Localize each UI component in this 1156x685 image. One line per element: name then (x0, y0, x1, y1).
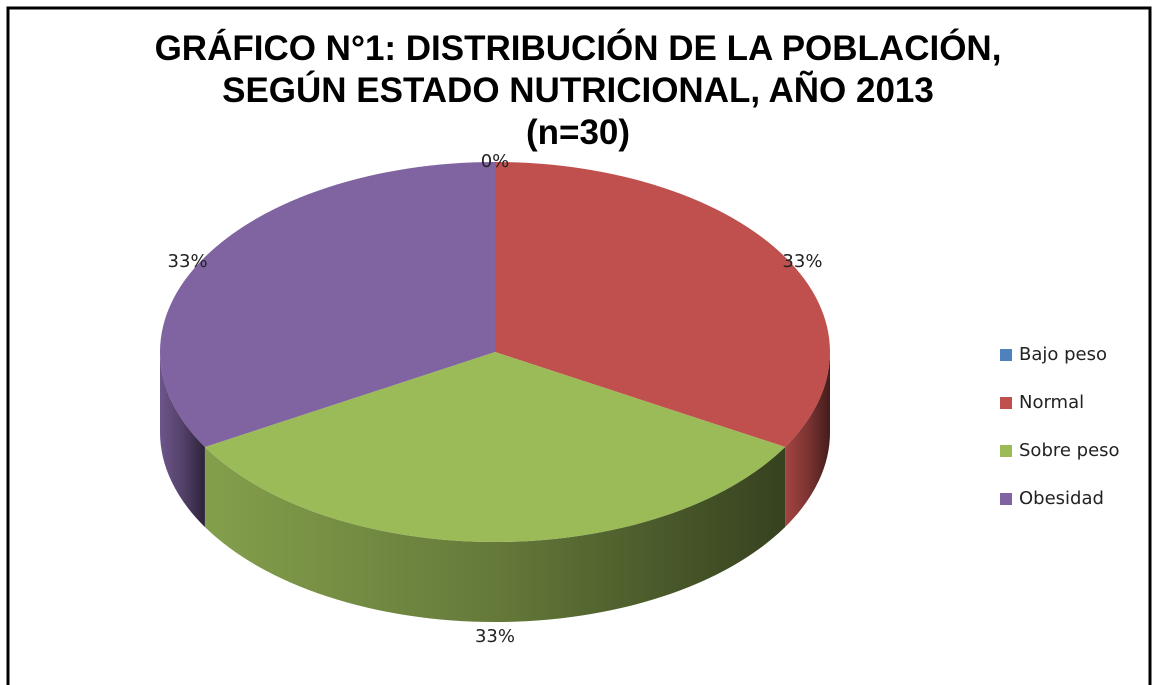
chart-subtitle: (n=30) (525, 113, 631, 152)
data-label: 33% (475, 626, 515, 647)
slice-side-shade (204, 447, 786, 622)
slice-side-shade (160, 352, 205, 527)
data-label: 33% (782, 251, 822, 272)
frame (6, 6, 1152, 685)
legend-swatch (1000, 445, 1012, 457)
legend-label: Sobre peso (1019, 440, 1120, 461)
legend-label: Bajo peso (1019, 344, 1107, 365)
legend-swatch (1000, 493, 1012, 505)
chart-title: GRÁFICO N°1: DISTRIBUCIÓN DE LA POBLACIÓ… (154, 29, 1002, 110)
legend-label: Obesidad (1019, 488, 1104, 509)
legend-label: Normal (1019, 392, 1084, 413)
slice (495, 162, 830, 447)
legend-swatch (1000, 397, 1012, 409)
data-label: 0% (481, 151, 510, 172)
slice-side-shade (785, 352, 830, 527)
legend-swatch (1000, 349, 1012, 361)
data-label: 33% (168, 251, 208, 272)
title-block: GRÁFICO N°1: DISTRIBUCIÓN DE LA POBLACIÓ… (0, 28, 1156, 154)
slice (159, 162, 495, 447)
slice (204, 352, 786, 542)
